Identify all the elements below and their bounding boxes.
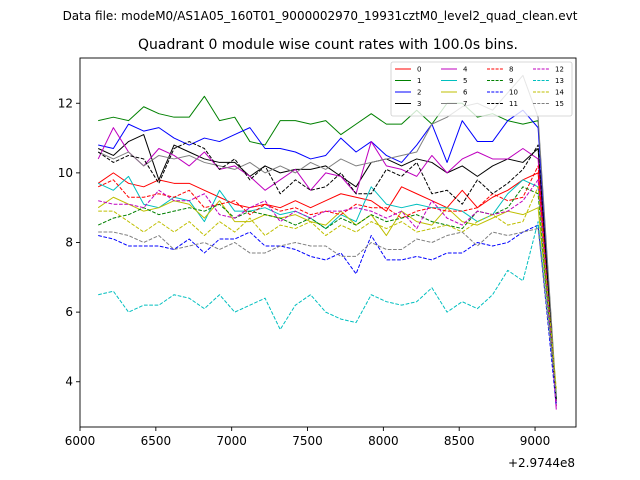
plot-area: 6000 6500 7000 7500 8000 8500 9000468101201234… [58, 57, 577, 448]
series-line-10 [98, 224, 557, 407]
legend-label-14: 14 [555, 89, 564, 97]
x-tick-label: 6500 [141, 434, 172, 448]
x-tick-label: 9000 [520, 434, 551, 448]
legend-label-6: 6 [463, 89, 468, 97]
series-group [97, 74, 557, 410]
legend-label-9: 9 [509, 77, 513, 85]
series-line-3 [97, 134, 557, 400]
x-tick-label: 8000 [368, 434, 399, 448]
y-tick-label: 8 [65, 236, 73, 250]
legend-label-11: 11 [509, 100, 518, 108]
legend-label-2: 2 [417, 89, 421, 97]
series-line-1 [98, 95, 557, 400]
legend-label-10: 10 [509, 89, 518, 97]
legend-label-8: 8 [509, 66, 513, 74]
series-line-12 [98, 179, 557, 407]
series-line-11 [97, 141, 557, 403]
x-tick-label: 8500 [444, 434, 475, 448]
series-line-15 [98, 228, 557, 396]
legend-label-0: 0 [417, 66, 421, 74]
series-line-13 [98, 221, 557, 396]
legend-label-5: 5 [463, 77, 467, 85]
y-tick-label: 10 [58, 166, 73, 180]
y-tick-label: 12 [58, 96, 73, 110]
x-tick-label: 6000 [65, 434, 96, 448]
y-tick-label: 4 [65, 375, 73, 389]
x-tick-label: 7500 [292, 434, 323, 448]
legend-box [390, 61, 573, 117]
legend-label-13: 13 [555, 77, 564, 85]
legend-label-12: 12 [555, 66, 564, 74]
series-line-2 [98, 109, 557, 403]
series-line-4 [97, 127, 557, 410]
legend-label-4: 4 [463, 66, 468, 74]
figure-suptitle: Data file: modeM0/AS1A05_160T01_90000029… [63, 9, 578, 23]
legend-label-7: 7 [463, 100, 467, 108]
series-line-14 [98, 186, 557, 389]
legend-label-1: 1 [417, 77, 421, 85]
x-tick-label: 7000 [216, 434, 247, 448]
legend-label-3: 3 [417, 100, 421, 108]
x-axis-offset-label: +2.9744e8 [508, 456, 575, 470]
legend-label-15: 15 [555, 100, 564, 108]
chart-title: Quadrant 0 module wise count rates with … [138, 37, 518, 53]
y-tick-label: 6 [65, 305, 73, 319]
